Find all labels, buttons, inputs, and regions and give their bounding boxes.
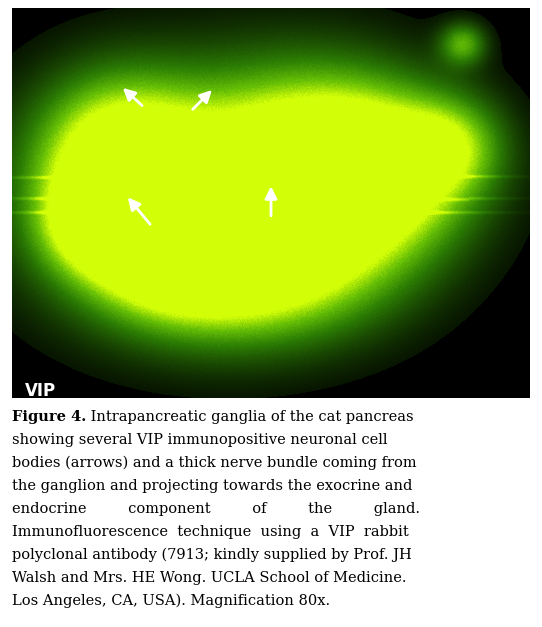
Text: Walsh and Mrs. HE Wong. UCLA School of Medicine.: Walsh and Mrs. HE Wong. UCLA School of M… (12, 571, 406, 584)
Text: Los Angeles, CA, USA). Magnification 80x.: Los Angeles, CA, USA). Magnification 80x… (12, 594, 330, 608)
Text: the ganglion and projecting towards the exocrine and: the ganglion and projecting towards the … (12, 479, 412, 493)
Text: endocrine         component         of         the         gland.: endocrine component of the gland. (12, 502, 420, 516)
Text: Figure 4.: Figure 4. (12, 410, 86, 424)
Text: Intrapancreatic ganglia of the cat pancreas: Intrapancreatic ganglia of the cat pancr… (86, 410, 414, 424)
Text: bodies (arrows) and a thick nerve bundle coming from: bodies (arrows) and a thick nerve bundle… (12, 456, 417, 470)
Text: VIP: VIP (25, 382, 56, 401)
Text: Immunofluorescence  technique  using  a  VIP  rabbit: Immunofluorescence technique using a VIP… (12, 525, 409, 539)
Text: showing several VIP immunopositive neuronal cell: showing several VIP immunopositive neuro… (12, 433, 388, 447)
Text: polyclonal antibody (7913; kindly supplied by Prof. JH: polyclonal antibody (7913; kindly suppli… (12, 547, 412, 562)
